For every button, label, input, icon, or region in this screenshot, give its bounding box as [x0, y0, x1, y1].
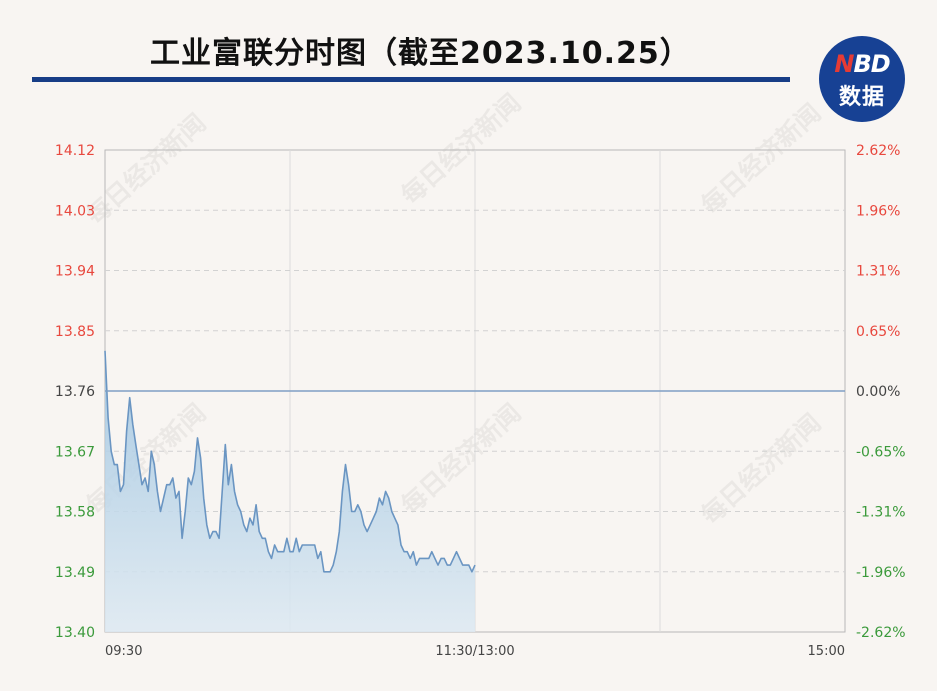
- y-tick-label-right: -1.96%: [856, 565, 906, 581]
- y-tick-label-right: -0.65%: [856, 444, 906, 460]
- y-tick-label-right: 0.65%: [856, 324, 900, 340]
- logo-subtitle: 数据: [838, 85, 885, 110]
- y-tick-label-right: -1.31%: [856, 505, 906, 521]
- y-tick-label-right: 1.96%: [856, 203, 900, 219]
- logo-letters-bd: BD: [853, 50, 890, 78]
- x-tick-label: 15:00: [808, 644, 845, 659]
- price-area: [105, 350, 475, 632]
- y-tick-label-left: 14.12: [55, 143, 95, 159]
- price-line: [104, 350, 476, 573]
- logo-wordmark: NBD: [819, 50, 905, 78]
- x-tick-label: 09:30: [105, 644, 142, 659]
- y-tick-label-left: 13.58: [55, 505, 95, 521]
- y-tick-label-left: 13.40: [55, 625, 95, 641]
- title-rule: [32, 77, 790, 82]
- y-tick-label-left: 14.03: [55, 203, 95, 219]
- chart-title: 工业富联分时图（截至2023.10.25）: [150, 36, 691, 71]
- logo-letter-n: N: [834, 50, 854, 78]
- y-tick-label-right: -2.62%: [856, 625, 906, 641]
- x-tick-label: 11:30/13:00: [435, 644, 514, 659]
- y-tick-label-right: 2.62%: [856, 143, 900, 159]
- y-tick-label-left: 13.94: [55, 264, 95, 280]
- y-tick-label-left: 13.67: [55, 444, 95, 460]
- y-tick-label-left: 13.76: [55, 384, 95, 400]
- y-tick-label-right: 1.31%: [856, 264, 900, 280]
- y-tick-label-left: 13.85: [55, 324, 95, 340]
- y-tick-label-right: 0.00%: [856, 384, 900, 400]
- y-tick-label-left: 13.49: [55, 565, 95, 581]
- nbd-logo: NBD 数据: [819, 36, 905, 122]
